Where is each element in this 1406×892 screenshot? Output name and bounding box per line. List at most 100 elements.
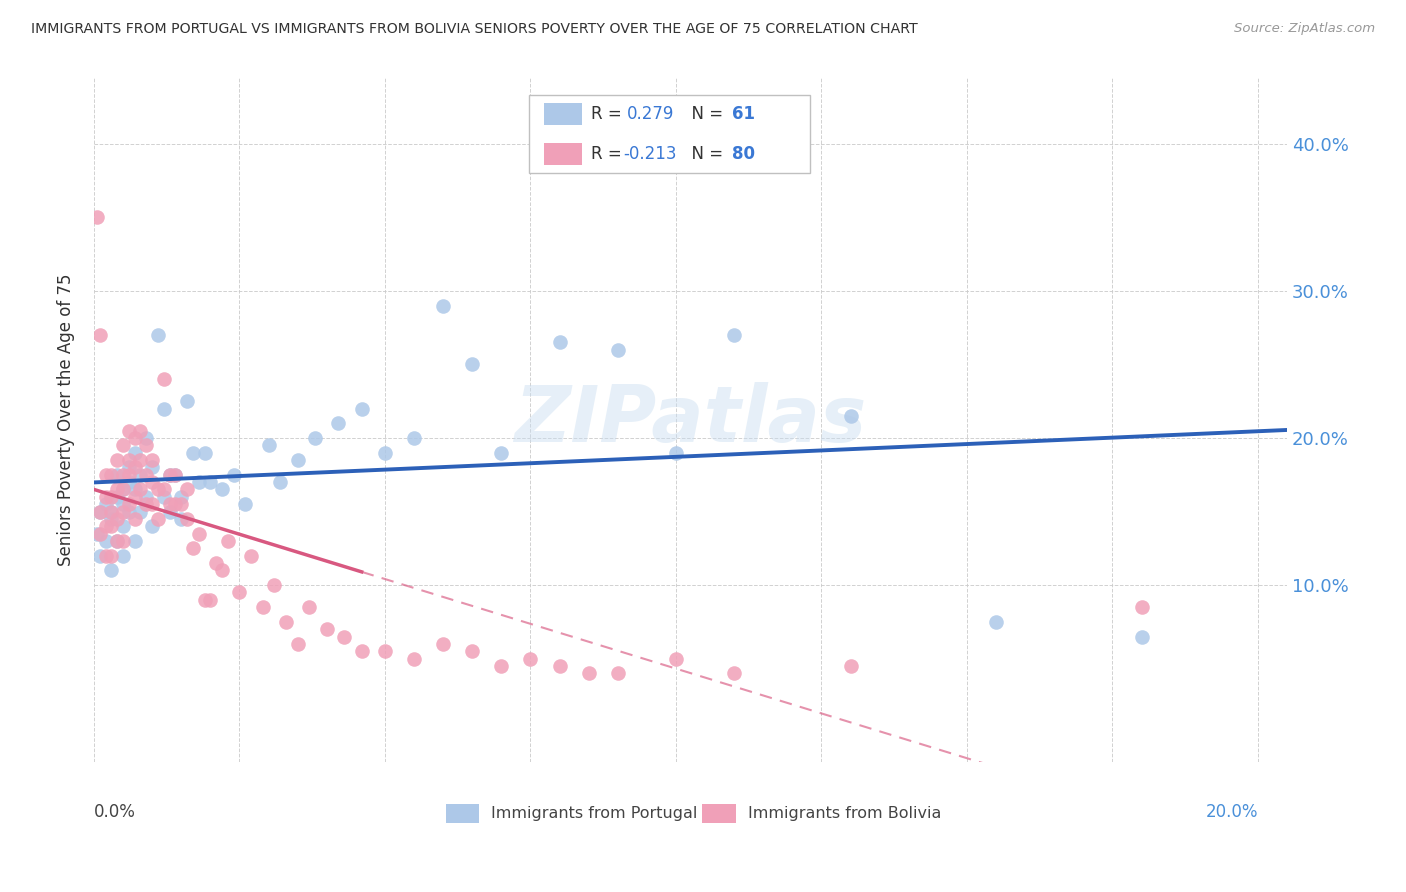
Point bbox=[129, 504, 152, 518]
Point bbox=[606, 666, 628, 681]
Point bbox=[112, 438, 135, 452]
Point bbox=[100, 504, 122, 518]
Point bbox=[105, 533, 128, 548]
Point bbox=[124, 533, 146, 548]
Point bbox=[402, 651, 425, 665]
Text: R =: R = bbox=[592, 105, 627, 123]
Point bbox=[105, 533, 128, 548]
Point bbox=[222, 467, 245, 482]
Point bbox=[350, 401, 373, 416]
Point bbox=[257, 438, 280, 452]
Point bbox=[118, 467, 141, 482]
Point bbox=[304, 431, 326, 445]
Point bbox=[112, 519, 135, 533]
Point bbox=[461, 644, 484, 658]
Point bbox=[665, 651, 688, 665]
Point bbox=[984, 615, 1007, 629]
Point bbox=[170, 490, 193, 504]
Point bbox=[519, 651, 541, 665]
Point bbox=[124, 490, 146, 504]
Point bbox=[105, 512, 128, 526]
Point bbox=[141, 460, 163, 475]
Point bbox=[105, 483, 128, 497]
Point bbox=[263, 578, 285, 592]
Text: IMMIGRANTS FROM PORTUGAL VS IMMIGRANTS FROM BOLIVIA SENIORS POVERTY OVER THE AGE: IMMIGRANTS FROM PORTUGAL VS IMMIGRANTS F… bbox=[31, 22, 918, 37]
Point bbox=[723, 327, 745, 342]
Point bbox=[100, 504, 122, 518]
Point bbox=[89, 504, 111, 518]
FancyBboxPatch shape bbox=[544, 143, 582, 164]
Point bbox=[94, 533, 117, 548]
Point bbox=[135, 431, 157, 445]
Point bbox=[193, 592, 215, 607]
Point bbox=[124, 445, 146, 459]
Point bbox=[118, 497, 141, 511]
Point bbox=[124, 431, 146, 445]
Point bbox=[100, 519, 122, 533]
Point bbox=[141, 519, 163, 533]
Point bbox=[146, 327, 169, 342]
Point bbox=[112, 504, 135, 518]
Point bbox=[287, 453, 309, 467]
Point bbox=[89, 549, 111, 563]
Point bbox=[118, 504, 141, 518]
Point bbox=[152, 372, 174, 386]
Point bbox=[89, 526, 111, 541]
Point bbox=[181, 541, 204, 556]
Point bbox=[152, 483, 174, 497]
Point bbox=[228, 585, 250, 599]
Point bbox=[1130, 630, 1153, 644]
FancyBboxPatch shape bbox=[703, 804, 735, 823]
Point bbox=[141, 453, 163, 467]
Point bbox=[124, 512, 146, 526]
Text: Immigrants from Bolivia: Immigrants from Bolivia bbox=[748, 806, 941, 822]
Point bbox=[165, 497, 187, 511]
Point bbox=[839, 409, 862, 423]
Point bbox=[240, 549, 263, 563]
FancyBboxPatch shape bbox=[530, 95, 810, 173]
Point bbox=[374, 644, 396, 658]
Point bbox=[135, 490, 157, 504]
Point bbox=[159, 504, 181, 518]
Point bbox=[89, 504, 111, 518]
Point bbox=[112, 483, 135, 497]
Point bbox=[217, 533, 239, 548]
Point bbox=[141, 497, 163, 511]
Text: Source: ZipAtlas.com: Source: ZipAtlas.com bbox=[1234, 22, 1375, 36]
Point bbox=[287, 637, 309, 651]
Text: N =: N = bbox=[681, 145, 728, 162]
Point bbox=[118, 453, 141, 467]
Point bbox=[135, 497, 157, 511]
Y-axis label: Seniors Poverty Over the Age of 75: Seniors Poverty Over the Age of 75 bbox=[58, 273, 75, 566]
Text: N =: N = bbox=[681, 105, 728, 123]
Point bbox=[118, 475, 141, 489]
Point bbox=[233, 497, 256, 511]
Point bbox=[100, 512, 122, 526]
Point bbox=[432, 299, 454, 313]
Point bbox=[159, 467, 181, 482]
Point bbox=[315, 622, 337, 636]
Point bbox=[165, 467, 187, 482]
Point bbox=[252, 600, 274, 615]
Point bbox=[200, 592, 222, 607]
Point bbox=[100, 549, 122, 563]
Point bbox=[491, 659, 513, 673]
Text: R =: R = bbox=[592, 145, 627, 162]
Text: ZIPatlas: ZIPatlas bbox=[515, 382, 866, 458]
Point bbox=[200, 475, 222, 489]
Point bbox=[152, 401, 174, 416]
Text: 61: 61 bbox=[733, 105, 755, 123]
Point bbox=[432, 637, 454, 651]
Point bbox=[141, 475, 163, 489]
Point bbox=[165, 467, 187, 482]
Point bbox=[187, 475, 209, 489]
Point bbox=[181, 445, 204, 459]
Point bbox=[548, 335, 571, 350]
Point bbox=[100, 467, 122, 482]
Point bbox=[374, 445, 396, 459]
Point bbox=[491, 445, 513, 459]
Text: 20.0%: 20.0% bbox=[1205, 803, 1258, 821]
Point bbox=[89, 327, 111, 342]
Point bbox=[112, 549, 135, 563]
Point bbox=[105, 490, 128, 504]
